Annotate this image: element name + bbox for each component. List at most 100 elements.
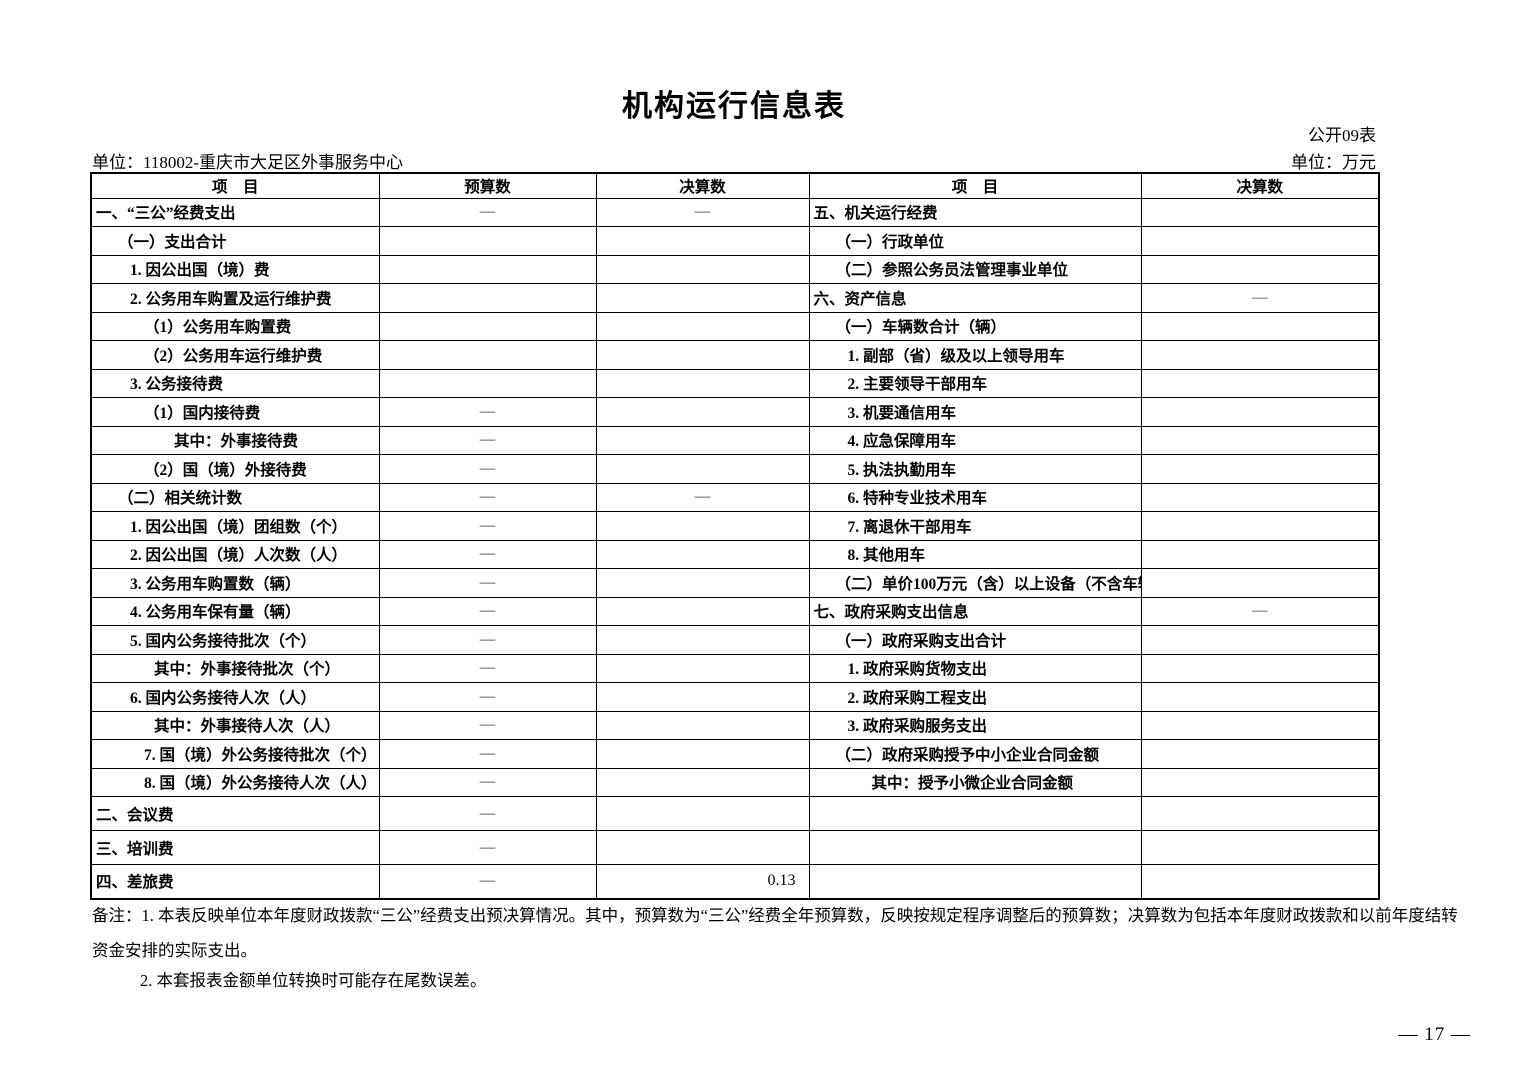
item-cell-right: （二）参照公务员法管理事业单位 — [808, 254, 1142, 284]
final-cell-left — [595, 739, 810, 769]
item-cell-right: 其中：授予小微企业合同金额 — [808, 767, 1142, 797]
table-row: 6. 国内公务接待人次（人） — 2. 政府采购工程支出 — [90, 682, 1380, 712]
header-final-right: 决算数 — [1140, 172, 1380, 199]
note-line-1: 备注：1. 本表反映单位本年度财政拨款“三公”经费支出预决算情况。其中，预算数为… — [92, 906, 1458, 925]
item-cell-right: 3. 机要通信用车 — [808, 397, 1142, 427]
header-item-left: 项 目 — [90, 172, 380, 199]
table-row: 三、培训费 — — [90, 830, 1380, 865]
budget-cell: — — [378, 625, 597, 655]
final-cell-right — [1140, 682, 1380, 712]
budget-cell: — — [378, 767, 597, 797]
item-cell-left: （2）公务用车运行维护费 — [90, 340, 380, 370]
final-cell-right — [1140, 625, 1380, 655]
table-row: 1. 因公出国（境）团组数（个） — 7. 离退休干部用车 — [90, 511, 1380, 541]
item-cell-right: （一）车辆数合计（辆） — [808, 311, 1142, 341]
final-cell-right: — — [1140, 596, 1380, 626]
item-cell-right — [808, 864, 1142, 899]
page-title: 机构运行信息表 — [622, 90, 846, 123]
final-cell-left — [595, 454, 810, 484]
final-cell-left — [595, 830, 810, 865]
table-header: 项 目 预算数 决算数 项 目 决算数 — [90, 172, 1380, 199]
item-cell-left: 四、差旅费 — [90, 864, 380, 899]
final-cell-left — [595, 311, 810, 341]
final-cell-right: — — [1140, 283, 1380, 313]
budget-cell — [378, 226, 597, 256]
budget-cell: — — [378, 539, 597, 569]
item-cell-left: （二）相关统计数 — [90, 482, 380, 512]
table-row: 7. 国（境）外公务接待批次（个） — （二）政府采购授予中小企业合同金额 — [90, 739, 1380, 769]
budget-cell: — — [378, 682, 597, 712]
item-cell-right: （二）政府采购授予中小企业合同金额 — [808, 739, 1142, 769]
final-cell-right — [1140, 226, 1380, 256]
budget-cell: — — [378, 197, 597, 227]
budget-cell: — — [378, 653, 597, 683]
table-row: 3. 公务用车购置数（辆） — （二）单价100万元（含）以上设备（不含车辆） — [90, 568, 1380, 598]
table-row: 3. 公务接待费 2. 主要领导干部用车 — [90, 368, 1380, 398]
final-cell-left — [595, 568, 810, 598]
table-row: （二）相关统计数 — —6. 特种专业技术用车 — [90, 482, 1380, 512]
item-cell-right — [808, 830, 1142, 865]
final-cell-right — [1140, 568, 1380, 598]
final-cell-left — [595, 682, 810, 712]
table-row: 5. 国内公务接待批次（个） — （一）政府采购支出合计 — [90, 625, 1380, 655]
final-cell-right — [1140, 539, 1380, 569]
item-cell-left: 二、会议费 — [90, 796, 380, 831]
item-cell-right: 2. 政府采购工程支出 — [808, 682, 1142, 712]
item-cell-left: （2）国（境）外接待费 — [90, 454, 380, 484]
final-cell-left — [595, 710, 810, 740]
final-cell-right — [1140, 454, 1380, 484]
item-cell-left: 3. 公务用车购置数（辆） — [90, 568, 380, 598]
item-cell-right: 8. 其他用车 — [808, 539, 1142, 569]
page-number: — 17 — — [1398, 1024, 1471, 1045]
item-cell-left: 1. 因公出国（境）费 — [90, 254, 380, 284]
final-cell-left — [595, 767, 810, 797]
budget-cell — [378, 368, 597, 398]
item-cell-right: 6. 特种专业技术用车 — [808, 482, 1142, 512]
final-cell-left — [595, 653, 810, 683]
table-row: 其中：外事接待费 — 4. 应急保障用车 — [90, 425, 1380, 455]
item-cell-left: 1. 因公出国（境）团组数（个） — [90, 511, 380, 541]
final-cell-right — [1140, 197, 1380, 227]
item-cell-right: （一）政府采购支出合计 — [808, 625, 1142, 655]
final-cell-right — [1140, 739, 1380, 769]
table-row: 四、差旅费 —0.13 — [90, 864, 1380, 899]
header-budget: 预算数 — [378, 172, 597, 199]
item-cell-right: 7. 离退休干部用车 — [808, 511, 1142, 541]
table-row: 2. 公务用车购置及运行维护费 六、资产信息 — — [90, 283, 1380, 313]
institution-operation-table: 项 目 预算数 决算数 项 目 决算数 一、“三公”经费支出 — — 五、机关运行经费… — [90, 172, 1380, 900]
budget-cell: — — [378, 397, 597, 427]
final-cell-left — [595, 254, 810, 284]
table-row: （1）国内接待费 — 3. 机要通信用车 — [90, 397, 1380, 427]
final-cell-left — [595, 796, 810, 831]
final-cell-right — [1140, 368, 1380, 398]
item-cell-left: 6. 国内公务接待人次（人） — [90, 682, 380, 712]
final-cell-left — [595, 368, 810, 398]
table-row: 其中：外事接待批次（个） — 1. 政府采购货物支出 — [90, 653, 1380, 683]
item-cell-right: （一）行政单位 — [808, 226, 1142, 256]
table-row: 1. 因公出国（境）费 （二）参照公务员法管理事业单位 — [90, 254, 1380, 284]
item-cell-left: 其中：外事接待费 — [90, 425, 380, 455]
item-cell-left: 其中：外事接待人次（人） — [90, 710, 380, 740]
item-cell-left: 3. 公务接待费 — [90, 368, 380, 398]
final-cell-left — [595, 397, 810, 427]
final-cell-left — [595, 283, 810, 313]
final-cell-left: 0.13 — [595, 864, 810, 899]
item-cell-left: （1）国内接待费 — [90, 397, 380, 427]
item-cell-right: 2. 主要领导干部用车 — [808, 368, 1142, 398]
table-row: 二、会议费 — — [90, 796, 1380, 831]
final-cell-left — [595, 340, 810, 370]
item-cell-right: 七、政府采购支出信息 — [808, 596, 1142, 626]
item-cell-left: （1）公务用车购置费 — [90, 311, 380, 341]
final-cell-left: — — [595, 482, 810, 512]
budget-cell: — — [378, 511, 597, 541]
final-cell-right — [1140, 710, 1380, 740]
item-cell-right: 4. 应急保障用车 — [808, 425, 1142, 455]
final-cell-right — [1140, 796, 1380, 831]
final-cell-left — [595, 596, 810, 626]
item-cell-right: 1. 政府采购货物支出 — [808, 653, 1142, 683]
note-line-2: 资金安排的实际支出。 — [92, 941, 257, 960]
item-cell-left: 其中：外事接待批次（个） — [90, 653, 380, 683]
item-cell-left: 8. 国（境）外公务接待人次（人） — [90, 767, 380, 797]
item-cell-left: 7. 国（境）外公务接待批次（个） — [90, 739, 380, 769]
